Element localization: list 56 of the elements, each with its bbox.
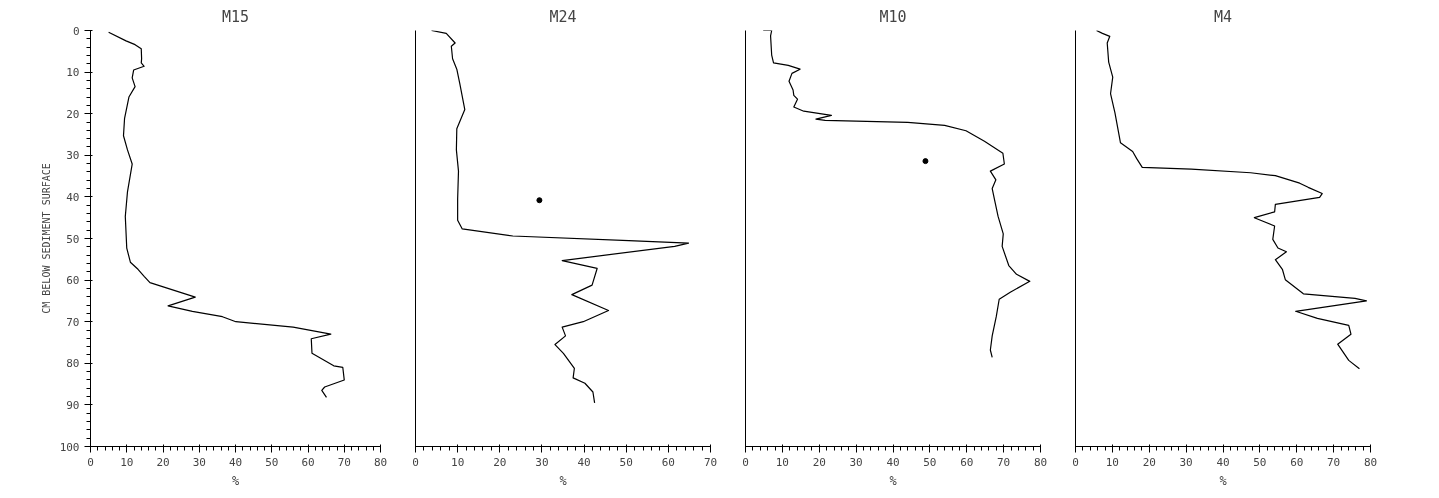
x-tick-label: 60 <box>1290 455 1304 469</box>
x-tick-label: 0 <box>412 455 419 469</box>
y-tick-label: 20 <box>66 107 80 121</box>
chart-title: M24 <box>549 7 577 26</box>
x-tick-label: 30 <box>192 455 206 469</box>
x-tick-label: 30 <box>849 455 863 469</box>
y-tick-label: 10 <box>66 66 80 80</box>
x-tick-label: 10 <box>120 455 134 469</box>
x-tick-label: 10 <box>451 455 465 469</box>
x-tick-label: 80 <box>373 455 388 469</box>
y-tick-label: 40 <box>66 190 80 204</box>
x-tick-label: 80 <box>1363 455 1378 469</box>
x-tick-label: 10 <box>775 455 789 469</box>
x-tick-label: 70 <box>1327 455 1341 469</box>
x-tick-label: 60 <box>301 455 315 469</box>
x-tick-label: 10 <box>1105 455 1119 469</box>
x-tick-label: 60 <box>960 455 974 469</box>
x-tick-label: 40 <box>886 455 900 469</box>
x-tick-label: 30 <box>535 455 549 469</box>
x-axis-title: % <box>559 473 568 488</box>
y-tick-label: 100 <box>59 440 80 454</box>
x-tick-label: 20 <box>812 455 826 469</box>
chart-title: M10 <box>879 7 907 26</box>
x-tick-label: 50 <box>619 455 633 469</box>
chart-title: M15 <box>221 7 250 26</box>
y-tick-label: 60 <box>66 274 80 288</box>
y-tick-label: 30 <box>66 149 80 163</box>
chart-title: M4 <box>1213 7 1233 26</box>
y-tick-label: 50 <box>66 232 80 246</box>
y-tick-label: 70 <box>66 315 80 329</box>
x-tick-label: 30 <box>1179 455 1193 469</box>
x-axis-title: % <box>889 473 898 488</box>
x-tick-label: 0 <box>1072 455 1079 469</box>
x-tick-label: 50 <box>923 455 937 469</box>
x-tick-label: 70 <box>703 455 718 469</box>
x-tick-label: 0 <box>87 455 94 469</box>
x-axis-title: % <box>231 473 240 488</box>
x-tick-label: 20 <box>1142 455 1156 469</box>
x-tick-label: 70 <box>997 455 1011 469</box>
x-tick-label: 40 <box>228 455 243 469</box>
x-tick-label: 50 <box>265 455 279 469</box>
x-tick-label: 0 <box>742 455 749 469</box>
x-tick-label: 20 <box>493 455 507 469</box>
x-axis-title: % <box>1219 473 1228 488</box>
line-series <box>108 31 345 399</box>
x-tick-label: 40 <box>1216 455 1230 469</box>
x-tick-label: 50 <box>1253 455 1267 469</box>
x-tick-label: 40 <box>577 455 591 469</box>
y-tick-label: 90 <box>66 398 80 412</box>
y-tick-label: 80 <box>66 357 80 371</box>
x-tick-label: 60 <box>661 455 675 469</box>
y-tick-label: 0 <box>72 24 80 38</box>
y-axis-title: CM BELOW SEDIMENT SURFACE <box>40 163 52 314</box>
x-tick-label: 80 <box>1033 455 1048 469</box>
x-tick-label: 70 <box>337 455 351 469</box>
x-tick-label: 20 <box>156 455 170 469</box>
